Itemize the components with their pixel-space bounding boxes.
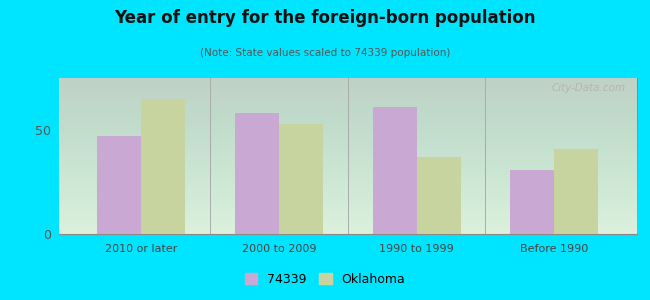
Bar [279, 124, 323, 234]
Bar [97, 136, 141, 234]
Bar [417, 157, 461, 234]
Text: (Note: State values scaled to 74339 population): (Note: State values scaled to 74339 popu… [200, 48, 450, 58]
Text: City-Data.com: City-Data.com [551, 83, 625, 93]
Bar [372, 107, 417, 234]
Bar [510, 169, 554, 234]
Bar [141, 99, 185, 234]
Bar [554, 149, 599, 234]
Legend: 74339, Oklahoma: 74339, Oklahoma [240, 268, 410, 291]
Text: Year of entry for the foreign-born population: Year of entry for the foreign-born popul… [114, 9, 536, 27]
Bar [235, 113, 279, 234]
